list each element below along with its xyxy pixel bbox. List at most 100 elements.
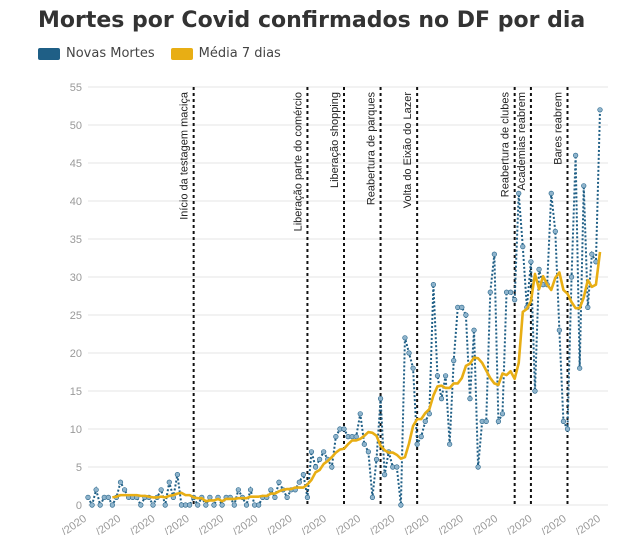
y-tick-label: 5: [76, 462, 82, 474]
deaths-point: [256, 502, 262, 508]
legend: Novas Mortes Média 7 dias: [38, 46, 297, 61]
deaths-point: [438, 396, 445, 402]
deaths-point: [373, 456, 380, 463]
y-tick-label: 55: [70, 82, 82, 94]
deaths-point: [556, 327, 562, 333]
deaths-point: [353, 434, 359, 440]
deaths-point: [487, 289, 493, 295]
deaths-point: [300, 472, 306, 478]
x-tick-label: /2020: [334, 513, 363, 535]
annotation-label: Reabertura de clubes: [500, 92, 512, 198]
legend-swatch-avg: [170, 47, 193, 60]
deaths-point: [284, 494, 290, 501]
legend-item-avg[interactable]: Média 7 dias: [170, 46, 281, 61]
x-tick-label: /2020: [505, 513, 534, 535]
deaths-point: [532, 388, 538, 394]
deaths-point: [564, 426, 571, 432]
deaths-point: [398, 502, 404, 508]
deaths-point: [548, 190, 554, 196]
x-tick-label: /2020: [436, 513, 465, 535]
deaths-point: [304, 494, 311, 501]
deaths-point: [560, 418, 567, 425]
deaths-point: [85, 494, 91, 501]
x-tick-label: /2020: [539, 513, 568, 535]
y-tick-label: 30: [70, 272, 82, 284]
deaths-point: [109, 502, 115, 508]
deaths-point: [483, 418, 489, 425]
x-tick-label: /2020: [94, 513, 123, 535]
y-tick-label: 35: [70, 234, 82, 246]
deaths-point: [536, 266, 542, 273]
deaths-point: [467, 396, 473, 402]
deaths-point: [508, 289, 514, 295]
x-tick-label: /2020: [231, 513, 260, 535]
deaths-point: [333, 434, 339, 440]
deaths-point: [243, 502, 250, 508]
deaths-point: [442, 373, 449, 379]
deaths-point: [516, 190, 522, 196]
deaths-point: [268, 487, 274, 493]
deaths-point: [406, 350, 412, 356]
deaths-point: [207, 494, 213, 501]
chart-title: Mortes por Covid confirmados no DF por d…: [38, 8, 586, 33]
legend-item-deaths[interactable]: Novas Mortes: [38, 46, 155, 61]
deaths-point: [520, 244, 526, 250]
x-tick-label: /2020: [265, 513, 294, 535]
x-tick-label: /2020: [128, 513, 157, 535]
deaths-point: [117, 479, 124, 485]
deaths-point: [174, 472, 180, 478]
annotation-label: Liberação shopping: [329, 92, 341, 188]
deaths-point: [512, 297, 518, 303]
deaths-point: [422, 418, 428, 425]
y-tick-label: 15: [70, 386, 82, 398]
x-tick-label: /2020: [197, 513, 226, 535]
deaths-point: [418, 434, 424, 440]
legend-label-avg: Média 7 dias: [198, 46, 281, 61]
x-tick-label: /2020: [162, 513, 191, 535]
deaths-point: [195, 502, 201, 508]
deaths-point: [434, 373, 441, 379]
deaths-point: [491, 251, 497, 257]
deaths-point: [471, 327, 477, 333]
deaths-point: [97, 502, 103, 508]
deaths-point: [365, 449, 371, 455]
x-tick-label: /2020: [402, 513, 431, 535]
deaths-point: [426, 411, 432, 417]
deaths-point: [138, 502, 144, 508]
avg-series-line: [112, 251, 602, 503]
deaths-point: [585, 304, 591, 311]
deaths-point: [414, 441, 420, 447]
annotation-label: Liberação parte do comércio: [292, 92, 304, 231]
y-tick-label: 10: [70, 424, 82, 436]
deaths-point: [451, 358, 457, 364]
y-tick-label: 50: [70, 120, 82, 132]
deaths-point: [581, 183, 587, 189]
x-tick-label: /2020: [574, 513, 603, 535]
deaths-point: [410, 365, 416, 371]
deaths-point: [577, 365, 583, 371]
deaths-point: [105, 494, 111, 501]
deaths-point: [377, 396, 384, 402]
deaths-point: [394, 464, 400, 470]
deaths-point: [219, 502, 225, 508]
deaths-point: [203, 502, 209, 508]
legend-swatch-deaths: [38, 47, 60, 60]
deaths-point: [447, 441, 453, 447]
deaths-point: [475, 464, 481, 470]
deaths-point: [235, 487, 241, 493]
deaths-point: [589, 251, 595, 257]
x-tick-label: /2020: [471, 513, 500, 535]
annotation-label: Reabertura de parques: [366, 92, 378, 206]
deaths-point: [93, 487, 99, 493]
deaths-point: [499, 411, 506, 417]
deaths-point: [402, 335, 408, 341]
deaths-point: [89, 502, 95, 508]
deaths-point: [276, 479, 282, 485]
deaths-point: [568, 274, 575, 280]
y-tick-label: 45: [70, 158, 82, 170]
deaths-point: [272, 494, 278, 501]
deaths-point: [312, 464, 319, 470]
y-tick-label: 0: [76, 500, 82, 512]
